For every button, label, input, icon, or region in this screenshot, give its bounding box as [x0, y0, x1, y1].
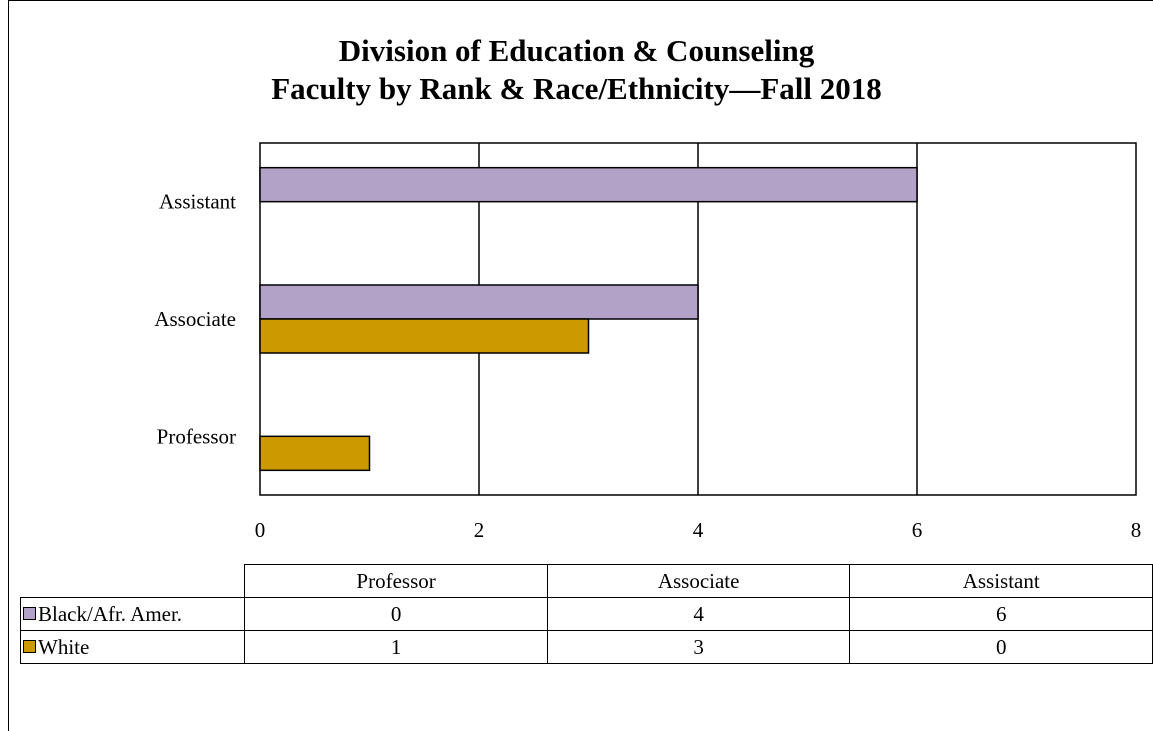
- y-category-label: Professor: [157, 424, 236, 448]
- x-tick-label: 8: [1131, 518, 1142, 542]
- chart-title: Division of Education & Counseling Facul…: [0, 32, 1153, 108]
- x-tick-label: 2: [474, 518, 485, 542]
- x-tick-label: 4: [693, 518, 704, 542]
- legend-label: Black/Afr. Amer.: [38, 601, 183, 626]
- y-category-label: Associate: [154, 307, 236, 331]
- data-table: Professor Associate Assistant Black/Afr.…: [19, 564, 1153, 664]
- legend-entry-black-afr-amer: Black/Afr. Amer.: [19, 597, 246, 631]
- table-cell: 3: [546, 630, 851, 664]
- bar-0-2: [259, 166, 918, 203]
- table-header-row: Professor Associate Assistant: [20, 564, 1153, 598]
- table-row-black-afr-amer: Black/Afr. Amer. 0 4 6: [19, 597, 1153, 631]
- table-row-white: White 1 3 0: [19, 630, 1153, 664]
- table-header-professor: Professor: [244, 564, 548, 598]
- legend-entry-white: White: [19, 630, 246, 664]
- table-cell: 1: [244, 630, 548, 664]
- table-cell: 4: [546, 597, 851, 631]
- table-cell: 0: [849, 630, 1153, 664]
- table-header-assistant: Assistant: [849, 564, 1153, 598]
- bar-0-1: [259, 284, 699, 320]
- y-category-label: Assistant: [159, 190, 236, 214]
- x-tick-label: 0: [255, 518, 266, 542]
- legend-swatch-white: [23, 639, 36, 653]
- x-tick-label: 6: [912, 518, 923, 542]
- legend-swatch-black-afr-amer: [23, 606, 36, 620]
- bar-1-1: [259, 318, 590, 354]
- bar-1-0: [259, 435, 371, 472]
- chart-title-line-2: Faculty by Rank & Race/Ethnicity—Fall 20…: [271, 71, 882, 106]
- bar-chart: 0 2 4 6 8 Professor Associate Assistant: [154, 142, 1142, 542]
- table-cell: 6: [849, 597, 1153, 631]
- chart-frame: [8, 0, 1153, 731]
- chart-title-line-1: Division of Education & Counseling: [338, 33, 815, 68]
- table-corner-cell: [20, 564, 245, 598]
- table-header-associate: Associate: [546, 564, 851, 598]
- legend-label: White: [38, 634, 90, 659]
- table-cell: 0: [244, 597, 548, 631]
